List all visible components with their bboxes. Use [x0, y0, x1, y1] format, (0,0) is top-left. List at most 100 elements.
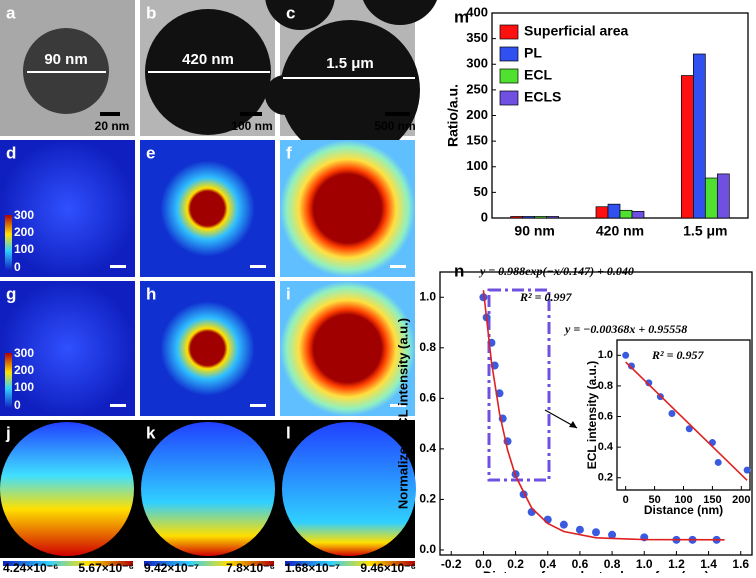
x-tick-label: 50 [648, 494, 660, 506]
bar [680, 75, 694, 219]
y-axis-label: Ratio/a.u. [445, 84, 461, 147]
bar [510, 216, 524, 219]
y-tick-label: 0.0 [419, 542, 436, 556]
range-label: 9.42×10⁻⁷ [144, 561, 199, 573]
y-tick-label: 0.2 [419, 492, 436, 506]
data-point [622, 351, 630, 359]
data-point [645, 379, 653, 387]
legend-swatch [499, 46, 519, 62]
annotation: R² = 0.997 [519, 290, 572, 304]
annotation: y = −0.00368x + 0.95558 [563, 322, 687, 336]
panel-label: k [146, 423, 156, 442]
y-tick-label: 150 [466, 133, 488, 148]
y-tick-label: 50 [474, 184, 488, 199]
panel-label: f [286, 143, 292, 162]
range-label: 1.68×10⁻⁷ [285, 561, 340, 573]
x-tick-label: 1.0 [636, 557, 653, 571]
bar [595, 206, 609, 219]
y-tick-label: 200 [466, 107, 488, 122]
x-tick-label: 200 [732, 494, 750, 506]
y-tick-label: 300 [466, 56, 488, 71]
plot-frame [439, 271, 753, 556]
colorbar-tick: 300 [14, 208, 34, 222]
y-tick-label: 1.0 [419, 289, 436, 303]
legend-label: Superficial area [524, 23, 628, 39]
data-point [627, 362, 635, 370]
colorbar-tick: 200 [14, 225, 34, 239]
panel-label: m [454, 7, 469, 26]
colorbar-tick: 100 [14, 380, 34, 394]
bar [631, 210, 645, 219]
y-tick-label: 0.4 [598, 441, 614, 453]
x-tick-label: 0 [623, 494, 629, 506]
legend-swatch [499, 90, 519, 106]
data-point [714, 458, 722, 466]
x-axis-label: Distance from electrode surface(μm) [483, 568, 709, 573]
bar [716, 173, 730, 219]
tem-images [0, 0, 438, 160]
y-tick-label: 0.6 [419, 391, 436, 405]
panel-label: g [6, 284, 16, 303]
diameter-label: 420 nm [182, 51, 234, 68]
range-label: 9.46×10⁻⁶ [360, 561, 416, 573]
y-tick-label: 100 [466, 158, 488, 173]
y-axis-label: ECL intensity (a.u.) [585, 361, 599, 469]
range-label: 5.67×10⁻⁶ [78, 561, 134, 573]
bar [692, 53, 706, 219]
x-tick-label: 420 nm [596, 223, 644, 239]
panel-labels: a b c d e f g h i j k l 90 nm 420 nm 1.5… [3, 3, 416, 575]
annotation: y = 0.988exp(−x/0.147) + 0.040 [478, 264, 634, 278]
annotation: R² = 0.957 [651, 348, 704, 362]
legend-label: PL [524, 45, 542, 61]
y-tick-label: 0.6 [598, 410, 613, 422]
panel-label: a [6, 3, 16, 22]
y-tick-label: 0.8 [598, 380, 613, 392]
y-axis-label: Normalized ECL intensity (a.u.) [395, 318, 410, 509]
arrow-head [569, 421, 577, 428]
x-axis-label: Distance (nm) [644, 503, 723, 517]
panel-label: l [286, 423, 291, 442]
scale-label: 100 nm [231, 119, 272, 133]
data-point [527, 508, 536, 517]
colorbar-tick: 200 [14, 363, 34, 377]
y-tick-label: 0.2 [598, 472, 613, 484]
plot-frame [616, 339, 751, 491]
colorbar-tick: 100 [14, 242, 34, 256]
x-tick-label: 90 nm [514, 223, 554, 239]
legend-label: ECL [524, 67, 552, 83]
bar [522, 216, 536, 219]
diameter-label: 1.5 μm [326, 55, 374, 72]
legend-label: ECLS [524, 89, 561, 105]
fit-line [482, 290, 725, 541]
bar [607, 203, 621, 219]
data-point [592, 528, 600, 537]
fit-line [625, 361, 748, 481]
panel-label: h [146, 284, 156, 303]
data-point [608, 530, 617, 539]
bar [619, 209, 633, 219]
legend-swatch [499, 24, 519, 40]
diameter-label: 90 nm [44, 51, 87, 68]
y-tick-label: 250 [466, 81, 488, 96]
bar [546, 216, 560, 219]
x-tick-label: 0.8 [604, 557, 621, 571]
bar [704, 177, 718, 219]
panel-label: j [5, 423, 11, 442]
x-tick-label: 0.4 [539, 557, 556, 571]
data-point [685, 425, 693, 433]
panel-label: d [6, 143, 16, 162]
data-point [668, 409, 676, 417]
y-tick-label: 0.8 [419, 340, 436, 354]
spheres [0, 420, 416, 566]
x-tick-label: 0.2 [507, 557, 524, 571]
y-tick-label: 350 [466, 30, 488, 45]
y-tick-label: 0 [481, 209, 488, 224]
data-point [559, 520, 568, 529]
data-point [743, 466, 751, 474]
panel-label: b [146, 3, 156, 22]
colorbar-tick: 0 [14, 398, 21, 412]
panel-label: i [286, 284, 291, 303]
legend-swatch [499, 68, 519, 84]
zoom-box [487, 288, 551, 482]
